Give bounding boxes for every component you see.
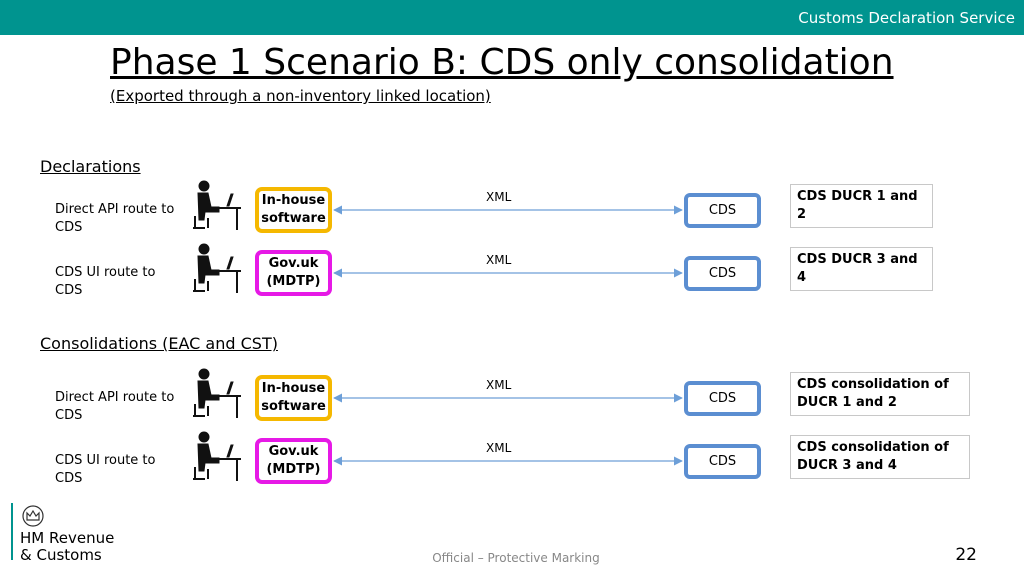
person-icon [193, 368, 241, 418]
chair [193, 467, 209, 480]
result-box: CDS consolidation of DUCR 1 and 2 [790, 372, 970, 416]
software-box: Gov.uk (MDTP) [255, 438, 332, 484]
section-heading: Declarations [40, 157, 141, 176]
protocol-label: XML [486, 441, 512, 455]
slide-subtitle: (Exported through a non-inventory linked… [110, 87, 491, 105]
head [198, 368, 210, 380]
head [198, 431, 210, 443]
logo-crest [22, 505, 44, 527]
route-label: CDS UI route to CDS [55, 265, 156, 298]
software-box: In-house software [255, 187, 332, 233]
protocol-label: XML [486, 190, 512, 204]
route-label: Direct API route to CDS [55, 202, 175, 235]
logo-text: & Customs [20, 546, 102, 564]
slide-title: Phase 1 Scenario B: CDS only consolidati… [110, 42, 894, 83]
route-label: CDS UI route to CDS [55, 453, 156, 486]
result-box: CDS DUCR 3 and 4 [790, 247, 933, 291]
chair [193, 404, 209, 417]
top-bar [0, 0, 1024, 35]
system-box: CDS [684, 256, 761, 291]
logo-text: HM Revenue [20, 529, 115, 547]
monitor [226, 256, 234, 270]
monitor [226, 193, 234, 207]
person-icon [193, 180, 241, 230]
body [197, 192, 220, 221]
system-box: CDS [684, 193, 761, 228]
section-heading: Consolidations (EAC and CST) [40, 334, 278, 353]
body [197, 443, 220, 472]
chair [193, 279, 209, 292]
person-icon [193, 243, 241, 293]
service-name: Customs Declaration Service [798, 9, 1015, 27]
protective-marking: Official – Protective Marking [432, 551, 600, 565]
software-box: Gov.uk (MDTP) [255, 250, 332, 296]
body [197, 380, 220, 409]
result-box: CDS DUCR 1 and 2 [790, 184, 933, 228]
result-box: CDS consolidation of DUCR 3 and 4 [790, 435, 970, 479]
person-icon [193, 431, 241, 481]
body [197, 255, 220, 284]
page-number: 22 [955, 545, 977, 565]
protocol-label: XML [486, 378, 512, 392]
monitor [226, 381, 234, 395]
system-box: CDS [684, 444, 761, 479]
protocol-label: XML [486, 253, 512, 267]
route-label: Direct API route to CDS [55, 390, 175, 423]
chair [193, 216, 209, 229]
head [198, 180, 210, 192]
monitor [226, 444, 234, 458]
head [198, 243, 210, 255]
software-box: In-house software [255, 375, 332, 421]
system-box: CDS [684, 381, 761, 416]
